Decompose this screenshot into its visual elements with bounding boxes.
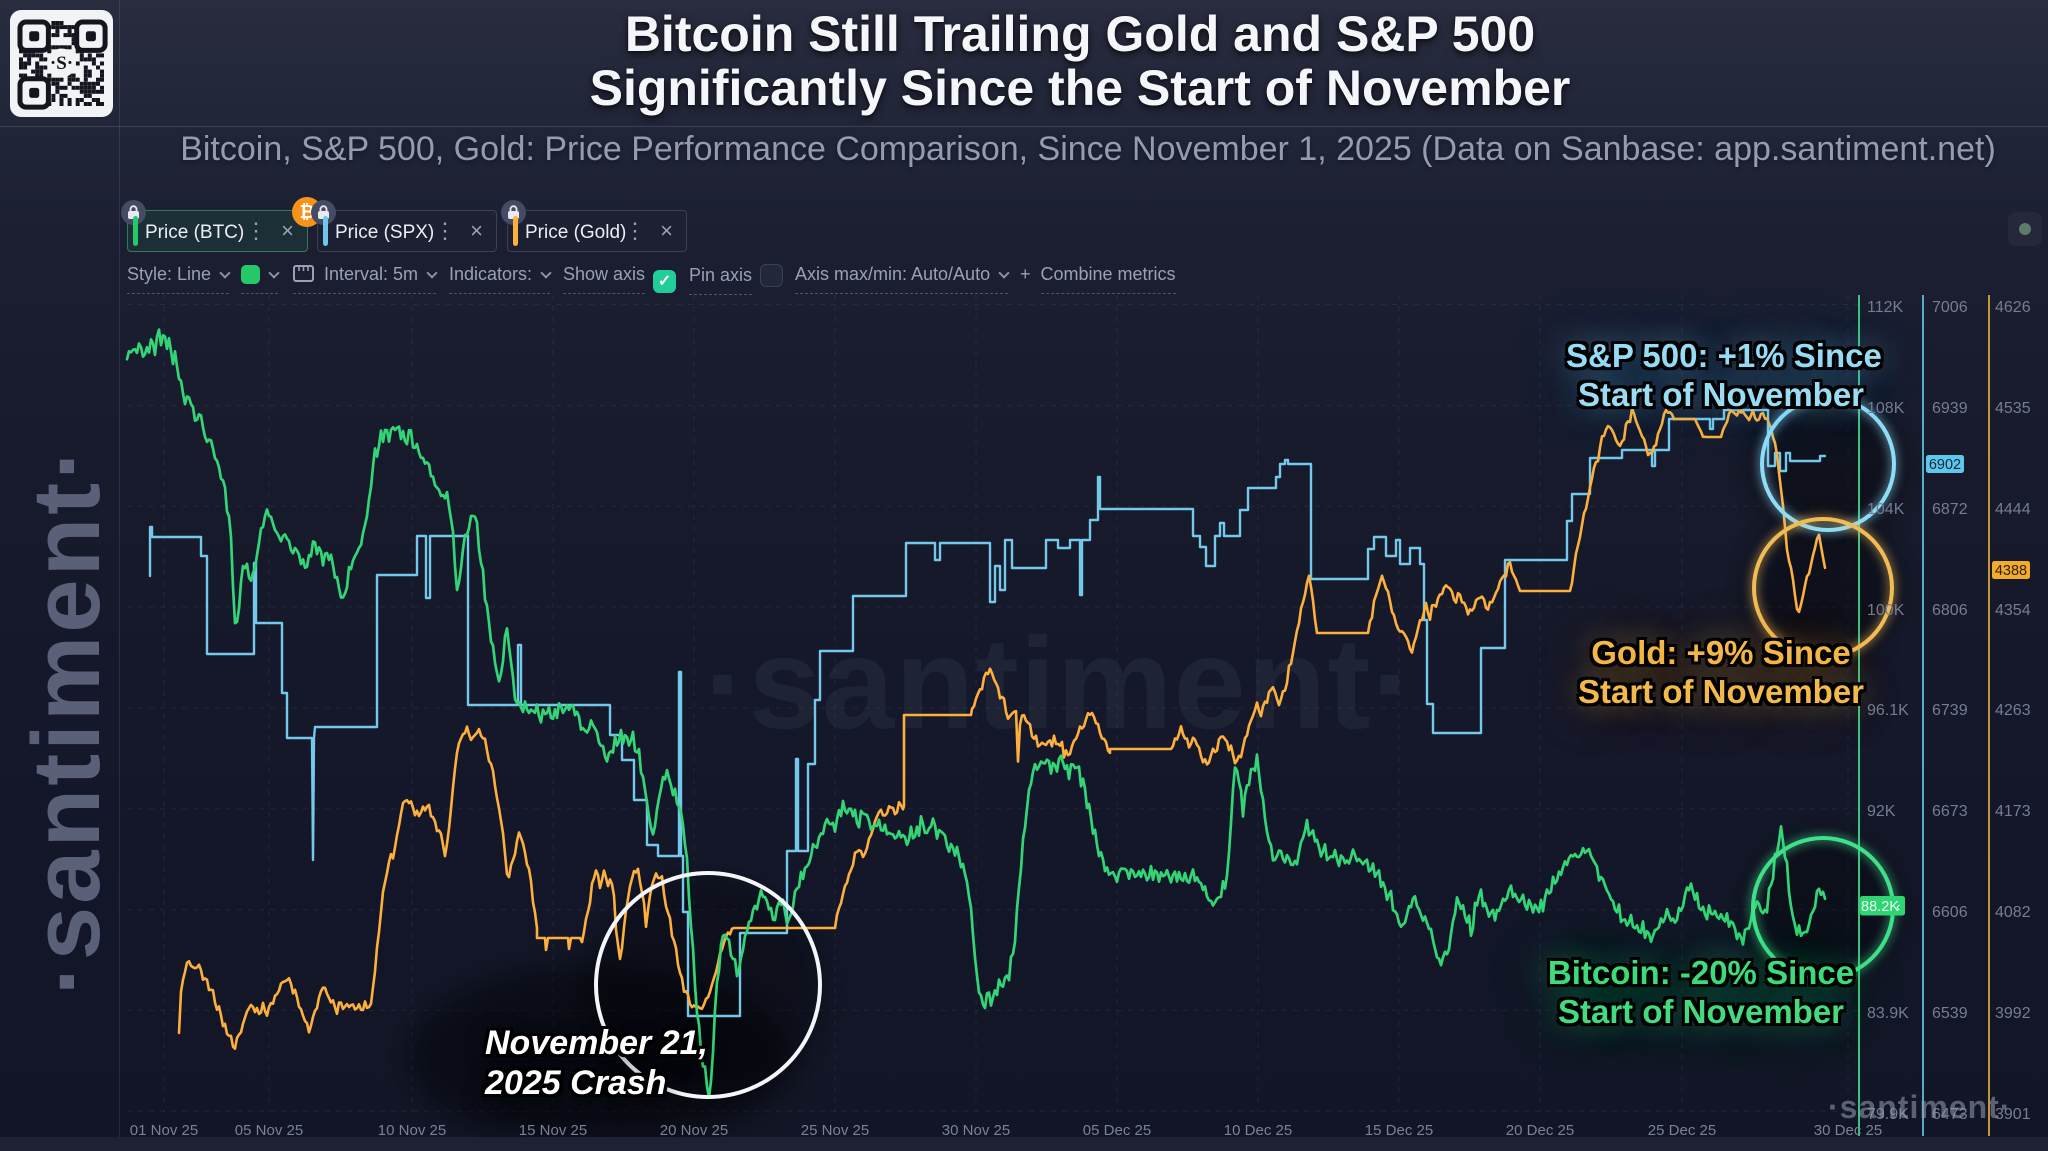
svg-text:96.1K: 96.1K	[1867, 702, 1909, 719]
svg-text:3992: 3992	[1995, 1005, 2031, 1022]
svg-text:6902: 6902	[1929, 457, 1961, 473]
svg-text:7006: 7006	[1932, 299, 1968, 316]
svg-text:4173: 4173	[1995, 803, 2031, 820]
svg-text:3901: 3901	[1995, 1106, 2031, 1123]
svg-text:4444: 4444	[1995, 501, 2031, 518]
svg-text:4388: 4388	[1995, 563, 2027, 579]
svg-text:79.9K: 79.9K	[1867, 1106, 1909, 1123]
svg-text:6739: 6739	[1932, 702, 1968, 719]
svg-text:‹: ‹	[1896, 899, 1900, 914]
svg-text:4626: 4626	[1995, 299, 2031, 316]
svg-text:100K: 100K	[1867, 602, 1905, 619]
svg-text:6806: 6806	[1932, 602, 1968, 619]
svg-text:6539: 6539	[1932, 1005, 1968, 1022]
svg-text:6606: 6606	[1932, 904, 1968, 921]
svg-text:6673: 6673	[1932, 803, 1968, 820]
svg-text:4535: 4535	[1995, 400, 2031, 417]
svg-text:4263: 4263	[1995, 702, 2031, 719]
svg-text:4354: 4354	[1995, 602, 2031, 619]
svg-text:88.2K: 88.2K	[1861, 899, 1899, 915]
svg-text:6473: 6473	[1932, 1106, 1968, 1123]
svg-text:112K: 112K	[1867, 299, 1904, 316]
svg-text:·S·: ·S·	[50, 53, 73, 74]
svg-text:6939: 6939	[1932, 400, 1968, 417]
svg-text:108K: 108K	[1867, 400, 1905, 417]
svg-text:104K: 104K	[1867, 501, 1905, 518]
svg-text:92K: 92K	[1867, 803, 1896, 820]
svg-text:6872: 6872	[1932, 501, 1968, 518]
svg-text:4082: 4082	[1995, 904, 2031, 921]
svg-text:83.9K: 83.9K	[1867, 1005, 1909, 1022]
